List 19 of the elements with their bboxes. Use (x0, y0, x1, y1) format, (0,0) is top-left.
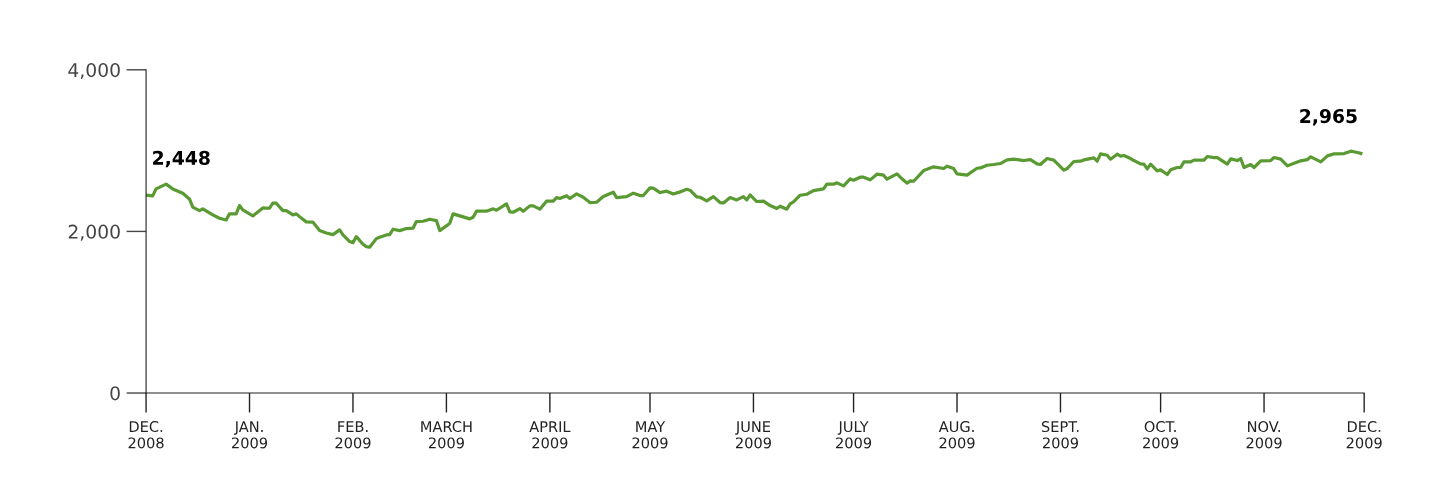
x-tick-label: SEPT. 2009 (1041, 421, 1079, 449)
annotation: 2,965 (1300, 108, 1357, 126)
x-tick-label: FEB. 2009 (335, 421, 371, 449)
x-tick-label: APRIL 2009 (529, 421, 571, 449)
x-tick-label: JAN. 2009 (232, 421, 268, 449)
line-series (146, 149, 1363, 249)
y-tick-label: 0 (110, 386, 120, 401)
x-tick-label: DEC. 2008 (128, 421, 164, 449)
x-tick-label: DEC. 2009 (1346, 421, 1382, 449)
x-tick-label: OCT. 2009 (1143, 421, 1179, 449)
x-tick-label: NOV. 2009 (1246, 421, 1282, 449)
x-tick-label: JULY 2009 (836, 421, 872, 449)
x-tick-label: JUNE 2009 (735, 421, 771, 449)
x-tick-label: AUG. 2009 (938, 421, 975, 449)
x-tick-label: MARCH 2009 (421, 421, 472, 449)
y-tick-label: 2,000 (68, 224, 120, 241)
annotation: 2,448 (153, 150, 210, 168)
y-tick-label: 4,000 (68, 63, 120, 80)
x-tick-label: MAY 2009 (632, 421, 668, 449)
